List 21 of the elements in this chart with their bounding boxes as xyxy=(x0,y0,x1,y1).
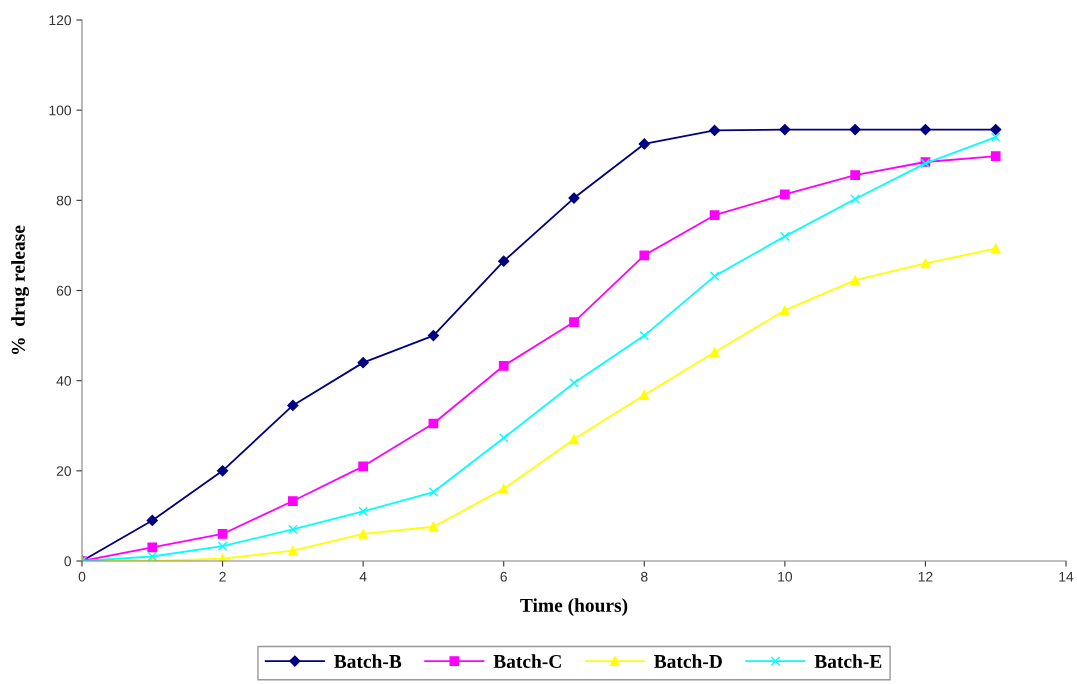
x-tick-label: 6 xyxy=(500,571,507,582)
y-tick-label: 120 xyxy=(49,15,72,26)
y-tick-label: 100 xyxy=(49,105,72,116)
y-tick-label: 80 xyxy=(56,195,72,206)
x-tick-label: 12 xyxy=(918,571,933,582)
x-tick-label: 14 xyxy=(1059,571,1074,582)
x-tick-label: 10 xyxy=(778,571,793,582)
legend-label: Batch-C xyxy=(493,654,561,669)
x-tick-label: 4 xyxy=(359,571,367,582)
y-tick-label: 40 xyxy=(56,376,72,386)
legend-label: Batch-B xyxy=(334,654,402,669)
legend-label: Batch-D xyxy=(654,654,722,669)
legend-label: Batch-E xyxy=(814,654,882,669)
y-tick-label: 0 xyxy=(64,556,72,567)
x-axis-title: Time (hours) xyxy=(520,598,628,616)
x-tick-label: 8 xyxy=(641,571,648,582)
y-tick-label: 60 xyxy=(56,285,72,296)
y-axis-title: % drug release xyxy=(11,225,29,354)
x-tick-label: 2 xyxy=(219,571,226,582)
x-tick-label: 0 xyxy=(78,571,86,582)
y-tick-label: 20 xyxy=(56,466,72,476)
